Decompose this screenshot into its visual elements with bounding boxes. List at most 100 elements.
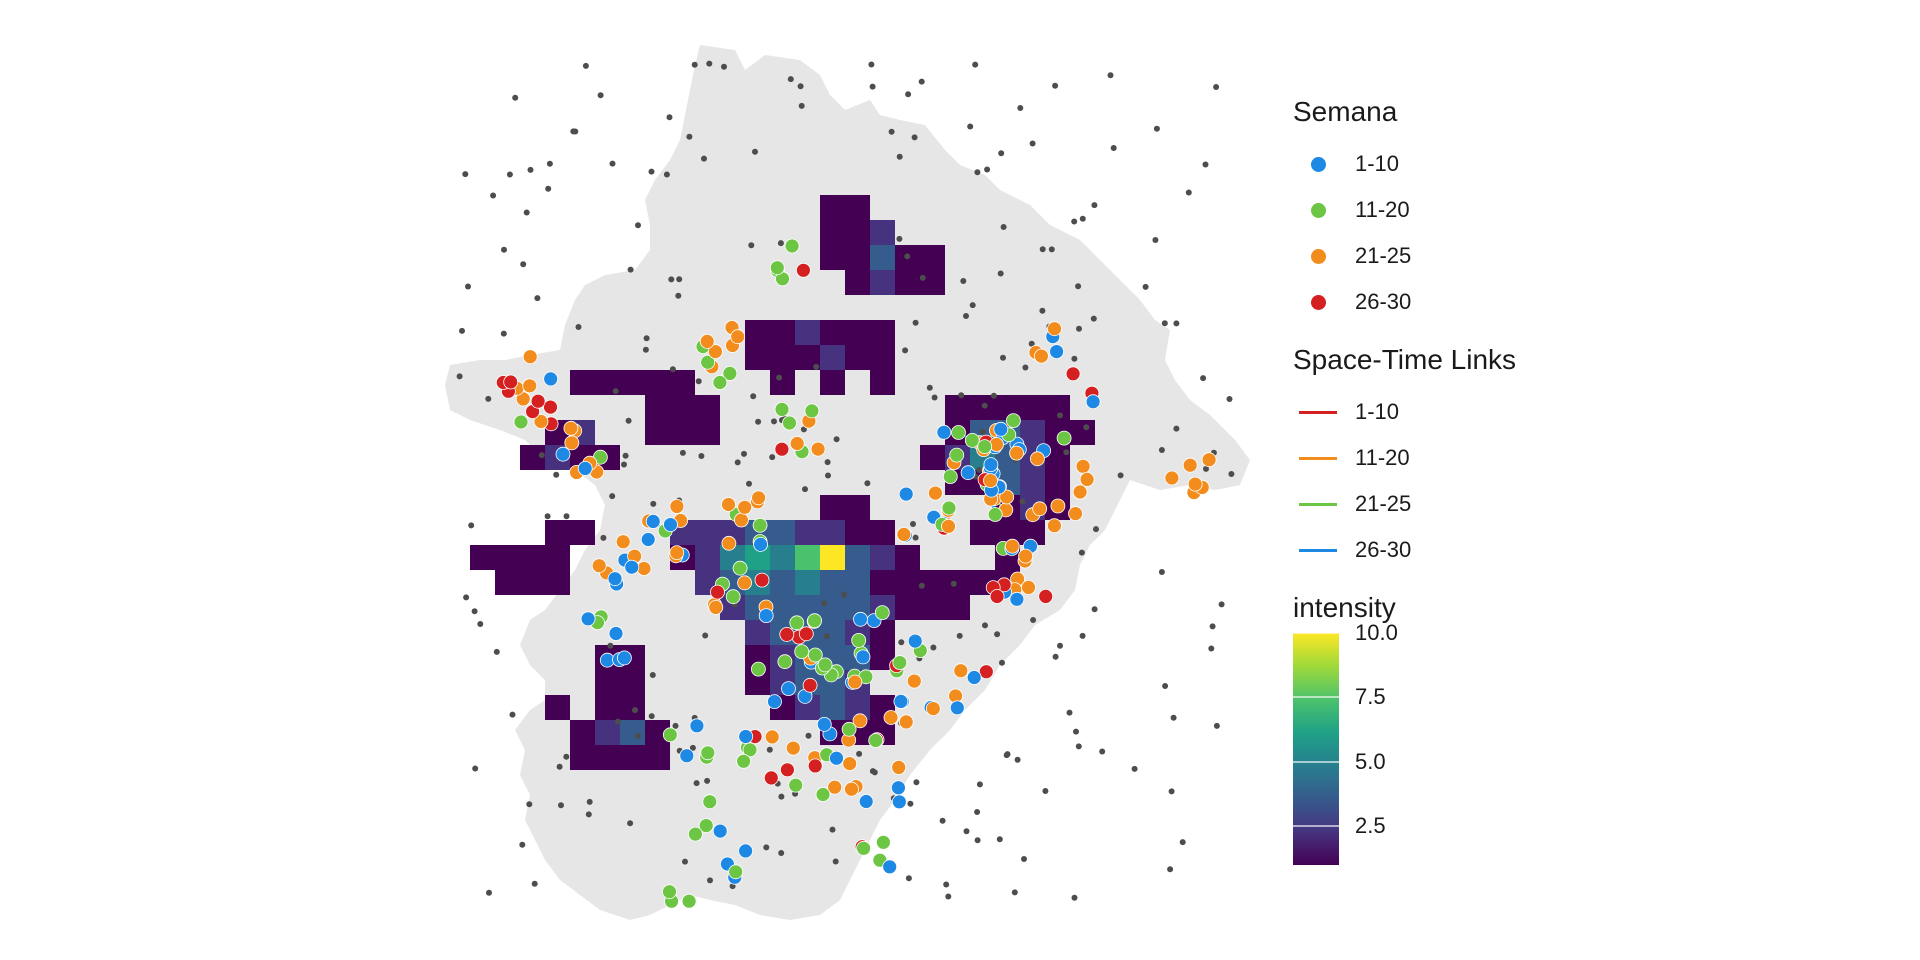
case-point[interactable] [891, 760, 907, 775]
case-point[interactable] [767, 694, 782, 709]
case-point[interactable] [788, 777, 804, 793]
case-point[interactable] [640, 532, 656, 547]
case-point[interactable] [1009, 591, 1025, 607]
case-point[interactable] [712, 823, 728, 839]
case-point[interactable] [1075, 458, 1091, 474]
case-point[interactable] [936, 424, 952, 440]
case-point[interactable] [1021, 580, 1036, 595]
case-point[interactable] [1164, 470, 1180, 486]
case-point[interactable] [829, 750, 844, 766]
case-point[interactable] [784, 238, 800, 254]
case-point[interactable] [851, 633, 867, 648]
case-point[interactable] [681, 893, 697, 909]
case-point[interactable] [1004, 538, 1020, 554]
case-point[interactable] [892, 655, 908, 670]
case-point[interactable] [543, 399, 558, 415]
case-point[interactable] [763, 770, 779, 786]
case-point[interactable] [989, 589, 1005, 604]
case-point[interactable] [774, 441, 790, 457]
case-point[interactable] [758, 608, 774, 623]
case-point[interactable] [669, 498, 685, 514]
case-point[interactable] [842, 756, 858, 771]
case-point[interactable] [663, 517, 678, 532]
case-point[interactable] [999, 489, 1015, 505]
case-point[interactable] [708, 600, 724, 615]
case-point[interactable] [624, 559, 640, 575]
case-point[interactable] [876, 834, 891, 850]
case-point[interactable] [555, 446, 571, 462]
case-point[interactable] [1047, 518, 1062, 534]
case-point[interactable] [852, 713, 868, 729]
case-point[interactable] [777, 654, 793, 670]
case-point[interactable] [898, 714, 914, 730]
case-point[interactable] [662, 727, 678, 743]
case-point[interactable] [710, 584, 725, 600]
case-point[interactable] [951, 425, 966, 440]
case-point[interactable] [781, 681, 796, 696]
case-point[interactable] [530, 393, 546, 409]
case-point[interactable] [898, 486, 914, 502]
case-point[interactable] [738, 843, 753, 859]
case-point[interactable] [779, 627, 795, 642]
case-point[interactable] [730, 329, 746, 345]
case-point[interactable] [977, 439, 993, 455]
case-point[interactable] [953, 663, 969, 679]
case-point[interactable] [853, 611, 868, 627]
case-point[interactable] [1182, 457, 1198, 473]
case-point[interactable] [882, 859, 898, 875]
case-point[interactable] [983, 473, 998, 489]
case-point[interactable] [591, 558, 607, 574]
case-point[interactable] [1038, 589, 1054, 604]
case-point[interactable] [891, 794, 907, 810]
case-point[interactable] [949, 700, 965, 716]
case-point[interactable] [662, 884, 677, 900]
case-point[interactable] [802, 677, 818, 693]
case-point[interactable] [807, 613, 822, 629]
case-point[interactable] [893, 694, 909, 709]
case-point[interactable] [722, 365, 738, 381]
case-point[interactable] [669, 545, 685, 560]
case-point[interactable] [732, 560, 748, 576]
case-point[interactable] [700, 745, 716, 761]
case-point[interactable] [1050, 498, 1066, 514]
case-point[interactable] [817, 657, 833, 673]
case-point[interactable] [785, 740, 801, 756]
case-point[interactable] [844, 781, 859, 797]
case-point[interactable] [1201, 452, 1217, 468]
case-point[interactable] [780, 762, 795, 778]
case-point[interactable] [1085, 394, 1101, 410]
case-point[interactable] [608, 626, 624, 641]
case-point[interactable] [1072, 484, 1088, 500]
case-point[interactable] [721, 497, 736, 512]
case-point[interactable] [689, 718, 705, 734]
case-point[interactable] [700, 354, 716, 370]
case-point[interactable] [1049, 344, 1064, 360]
case-point[interactable] [513, 414, 529, 430]
case-point[interactable] [987, 507, 1003, 522]
case-point[interactable] [742, 742, 758, 758]
case-point[interactable] [751, 661, 766, 677]
case-point[interactable] [753, 537, 768, 552]
case-point[interactable] [734, 512, 749, 528]
case-point[interactable] [983, 457, 999, 473]
case-point[interactable] [964, 432, 980, 448]
case-point[interactable] [752, 517, 768, 533]
case-point[interactable] [789, 436, 805, 451]
case-point[interactable] [896, 527, 912, 542]
case-point[interactable] [698, 818, 714, 833]
case-point[interactable] [960, 465, 976, 481]
case-point[interactable] [1065, 366, 1081, 382]
case-point[interactable] [563, 420, 579, 436]
case-point[interactable] [1187, 476, 1203, 492]
case-point[interactable] [708, 344, 723, 360]
case-point[interactable] [798, 626, 814, 642]
case-point[interactable] [942, 469, 958, 485]
case-point[interactable] [725, 589, 741, 605]
case-point[interactable] [794, 644, 810, 659]
map-canvas[interactable] [0, 0, 1290, 960]
case-point[interactable] [764, 729, 780, 745]
case-point[interactable] [858, 794, 874, 809]
case-point[interactable] [1018, 548, 1033, 564]
case-point[interactable] [774, 401, 790, 417]
case-point[interactable] [804, 403, 820, 419]
